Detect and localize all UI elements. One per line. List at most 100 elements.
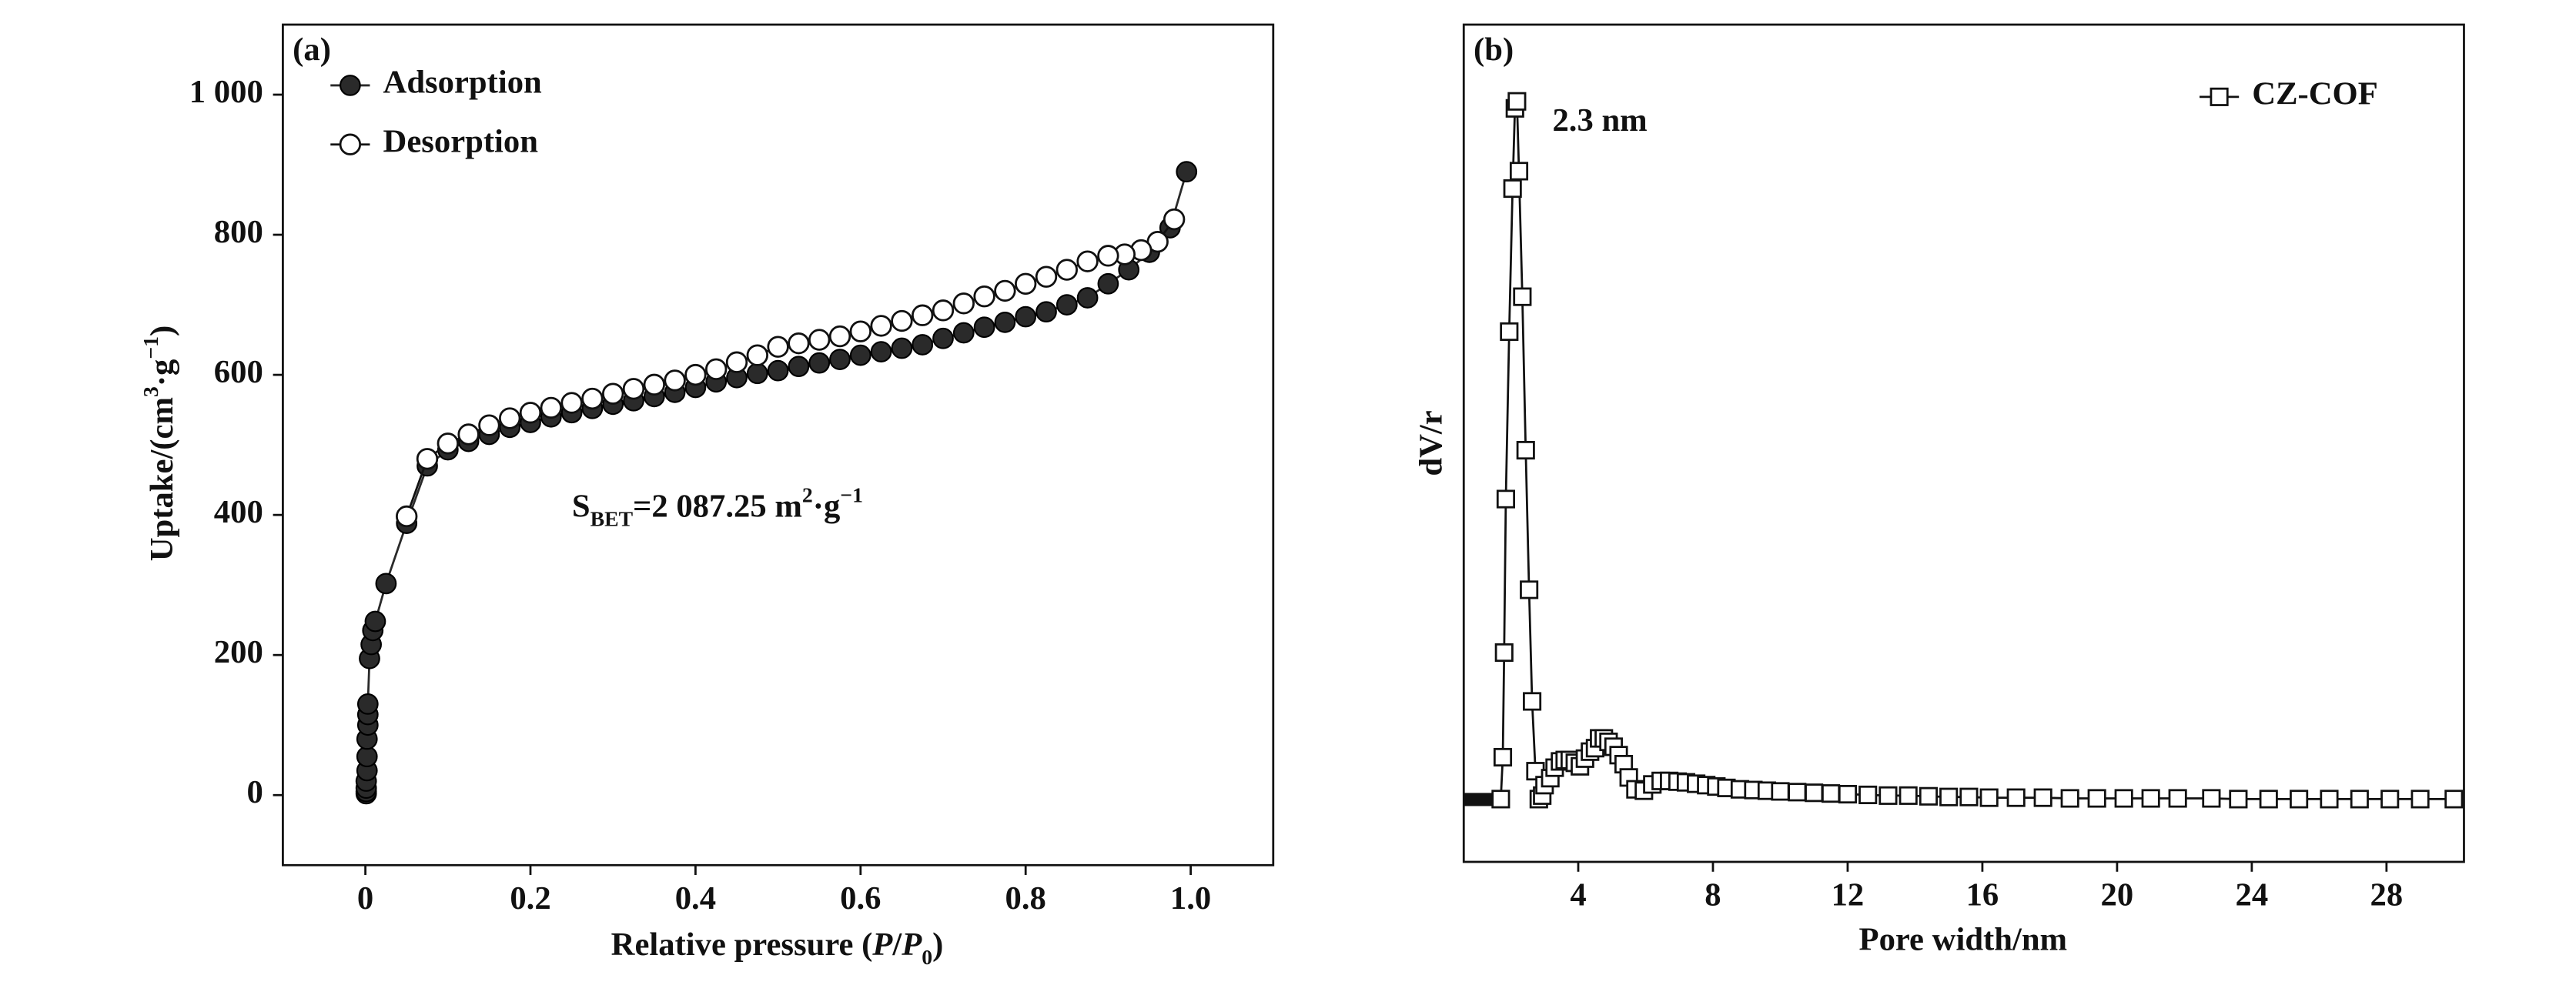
x-tick-label: 8 [1705, 877, 1721, 913]
legend-marker [339, 133, 362, 155]
x-tick-label: 0.6 [840, 880, 881, 917]
point [932, 327, 954, 349]
y-label-part: 3 [139, 386, 162, 397]
point [684, 363, 707, 386]
point [1979, 788, 1999, 807]
point [2229, 790, 2248, 809]
x-label-part: / [892, 927, 902, 963]
panel-label: (a) [293, 32, 331, 68]
y-label-part: −1 [139, 336, 162, 359]
point [808, 352, 831, 374]
point [560, 392, 583, 414]
y-tick-label: 1 000 [189, 74, 263, 110]
point [2141, 789, 2160, 808]
annotation: 2.3 nm [1552, 102, 1647, 139]
point [602, 382, 624, 405]
point [849, 344, 871, 366]
y-tick-label: 200 [214, 634, 263, 670]
point [994, 279, 1016, 302]
point [540, 396, 562, 419]
point [1939, 787, 1959, 806]
point [849, 320, 871, 342]
point [1500, 322, 1519, 341]
y-tick-label: 0 [246, 774, 263, 810]
y-tick-label: 600 [214, 354, 263, 390]
point [891, 337, 913, 359]
y-axis-label: dV/r [1413, 410, 1450, 476]
point [870, 315, 892, 337]
point [973, 285, 995, 308]
point [1507, 92, 1527, 111]
x-label-part: P [871, 927, 893, 963]
point [746, 362, 768, 385]
x-tick-label: 0.2 [510, 880, 550, 917]
x-tick-label: 4 [1570, 877, 1586, 913]
point [1919, 786, 1938, 806]
legend-label: CZ-COF [2252, 76, 2378, 112]
point [2060, 789, 2079, 808]
point [375, 573, 397, 595]
legend-marker [2210, 87, 2229, 106]
point [1878, 786, 1898, 805]
x-tick-label: 20 [2101, 877, 2134, 913]
x-label-part: 0 [922, 945, 932, 969]
point [2410, 790, 2430, 809]
point [1513, 287, 1532, 306]
point [788, 332, 810, 355]
legend-marker [339, 75, 361, 96]
point [870, 341, 892, 362]
x-tick-label: 24 [2236, 877, 2269, 913]
point [829, 349, 851, 370]
point [1097, 272, 1119, 295]
point [478, 414, 500, 436]
point [808, 329, 831, 351]
point [2290, 790, 2309, 809]
point [2380, 790, 2400, 809]
x-tick-label: 1.0 [1170, 880, 1211, 917]
point [1076, 287, 1099, 309]
point [1899, 786, 1918, 805]
point [891, 309, 913, 332]
x-label-part: Relative pressure ( [611, 927, 873, 963]
point [952, 322, 975, 344]
annotation-part: 2 [802, 482, 813, 506]
point [364, 610, 386, 633]
legend-label: Desorption [383, 124, 539, 160]
point [1959, 787, 1979, 806]
point [1035, 265, 1058, 288]
point [1496, 489, 1516, 509]
point [932, 299, 955, 322]
point [2087, 789, 2106, 808]
point [1493, 747, 1513, 767]
x-label-part: ) [932, 927, 943, 963]
legend-label: Adsorption [383, 65, 542, 101]
point [2006, 788, 2026, 807]
plot-frame [1462, 23, 2465, 863]
x-tick-label: 0.4 [675, 880, 716, 917]
point [2320, 790, 2339, 809]
point [581, 387, 604, 410]
point [746, 344, 768, 366]
annotation-part: ·g [813, 488, 841, 524]
point [1055, 294, 1078, 316]
annotation-part: S [572, 488, 590, 524]
point [1097, 245, 1119, 267]
point [1035, 301, 1057, 323]
point [994, 311, 1016, 333]
point [1055, 259, 1078, 281]
point [664, 369, 686, 392]
x-tick-label: 28 [2370, 877, 2404, 913]
point [519, 402, 542, 424]
point [1163, 208, 1186, 231]
x-axis-label: Relative pressure (P/P0) [611, 927, 944, 969]
point [1805, 783, 1824, 803]
x-tick-label: 0.8 [1005, 880, 1046, 917]
point [1494, 643, 1514, 663]
point [2114, 789, 2133, 808]
point [1516, 441, 1535, 460]
point [356, 693, 379, 715]
y-label-part: ) [144, 326, 180, 336]
point [396, 505, 418, 528]
point [2168, 789, 2187, 808]
